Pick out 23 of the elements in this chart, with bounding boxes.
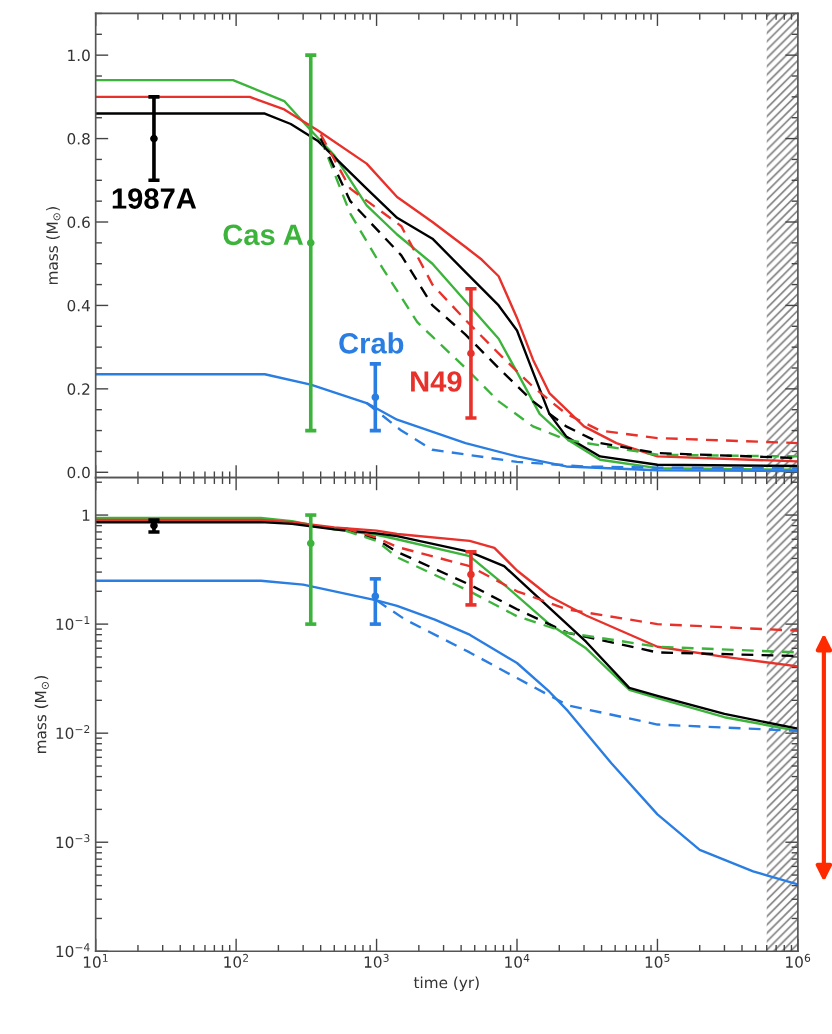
y-tick-label: 1.0 — [68, 49, 90, 62]
series-label: Cas A — [223, 224, 304, 246]
x-tick-label: 10$^{6}$ — [786, 953, 811, 968]
series-label: 1987A — [112, 188, 197, 209]
y-tick-label: 10$^{−3}$ — [56, 834, 90, 849]
y-axis-title: mass (M$_{⊙}$) — [46, 207, 61, 285]
y-tick-label: 0.4 — [67, 299, 90, 312]
y-axis-title: mass (M$_{⊙}$) — [34, 676, 49, 753]
x-tick-label: 10$^{1}$ — [83, 954, 108, 968]
x-tick-label: 10$^{2}$ — [224, 953, 248, 968]
series-label: Crab — [339, 332, 404, 354]
y-tick-label: 0.8 — [67, 133, 90, 145]
y-tick-label: 1 — [82, 509, 90, 521]
y-tick-label: 0.6 — [67, 216, 90, 229]
series-label: N49 — [411, 371, 462, 392]
x-tick-label: 10$^{4}$ — [505, 954, 530, 968]
y-tick-label: 10$^{−1}$ — [56, 616, 90, 631]
y-tick-label: 0.0 — [67, 466, 90, 479]
y-tick-label: 0.2 — [67, 383, 90, 395]
x-axis-title: time (yr) — [413, 976, 479, 992]
x-tick-label: 10$^{3}$ — [364, 953, 389, 968]
y-tick-label: 10$^{−2}$ — [56, 725, 90, 740]
x-tick-label: 10$^{5}$ — [645, 954, 670, 968]
